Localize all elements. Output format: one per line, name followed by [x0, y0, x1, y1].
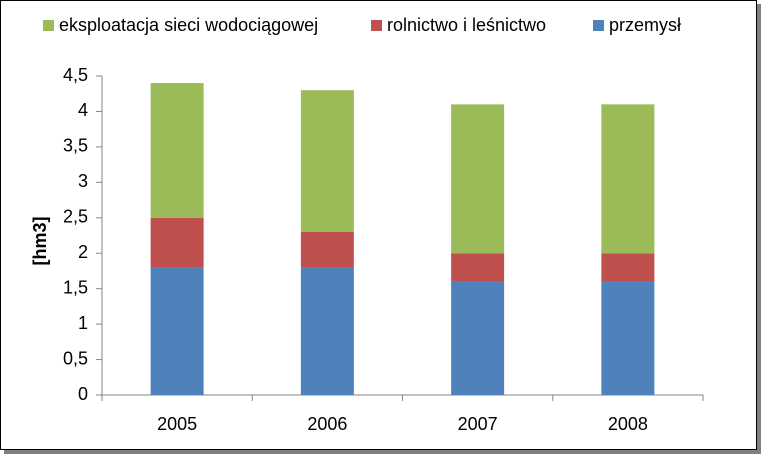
x-tick-label: 2008	[608, 414, 648, 434]
bar-2005-eksploatacja-sieci-wodociągowej	[150, 83, 204, 218]
bar-2008-przemysł	[601, 281, 655, 395]
x-tick-label: 2005	[157, 414, 197, 434]
y-tick-label: 1	[78, 313, 88, 333]
x-tick-label: 2006	[307, 414, 347, 434]
legend-swatch	[593, 20, 604, 31]
bar-2007-eksploatacja-sieci-wodociągowej	[451, 104, 505, 254]
legend-label: przemysł	[609, 15, 681, 35]
y-tick-label: 3	[78, 171, 88, 191]
bar-2006-rolnictwo-i-leśnictwo	[300, 231, 354, 268]
bar-2008-rolnictwo-i-leśnictwo	[601, 253, 655, 282]
y-tick-label: 0	[78, 384, 88, 404]
y-axis-label: [hm3]	[30, 217, 50, 266]
y-tick-label: 4	[78, 100, 88, 120]
y-tick-label: 4,5	[63, 65, 88, 85]
bar-2006-przemysł	[300, 267, 354, 395]
legend-label: eksploatacja sieci wodociągowej	[59, 15, 318, 35]
y-tick-label: 2,5	[63, 207, 88, 227]
y-tick-label: 2	[78, 242, 88, 262]
bar-2006-eksploatacja-sieci-wodociągowej	[300, 90, 354, 232]
bar-2005-przemysł	[150, 267, 204, 395]
bar-2005-rolnictwo-i-leśnictwo	[150, 217, 204, 268]
bar-2008-eksploatacja-sieci-wodociągowej	[601, 104, 655, 254]
y-tick-label: 1,5	[63, 277, 88, 297]
legend: eksploatacja sieci wodociągowej rolnictwo…	[43, 15, 681, 35]
legend-swatch	[43, 20, 54, 31]
bar-2007-rolnictwo-i-leśnictwo	[451, 253, 505, 282]
y-tick-label: 3,5	[63, 136, 88, 156]
bar-2007-przemysł	[451, 281, 505, 395]
legend-swatch	[371, 20, 382, 31]
legend-label: rolnictwo i leśnictwo	[387, 15, 546, 35]
plot-area: 0 0,5 1 1,5 2 2,5 3 3,5 4 4,5 2005 2006 2007 2008	[63, 65, 704, 434]
x-tick-label: 2007	[458, 414, 498, 434]
y-tick-label: 0,5	[63, 348, 88, 368]
